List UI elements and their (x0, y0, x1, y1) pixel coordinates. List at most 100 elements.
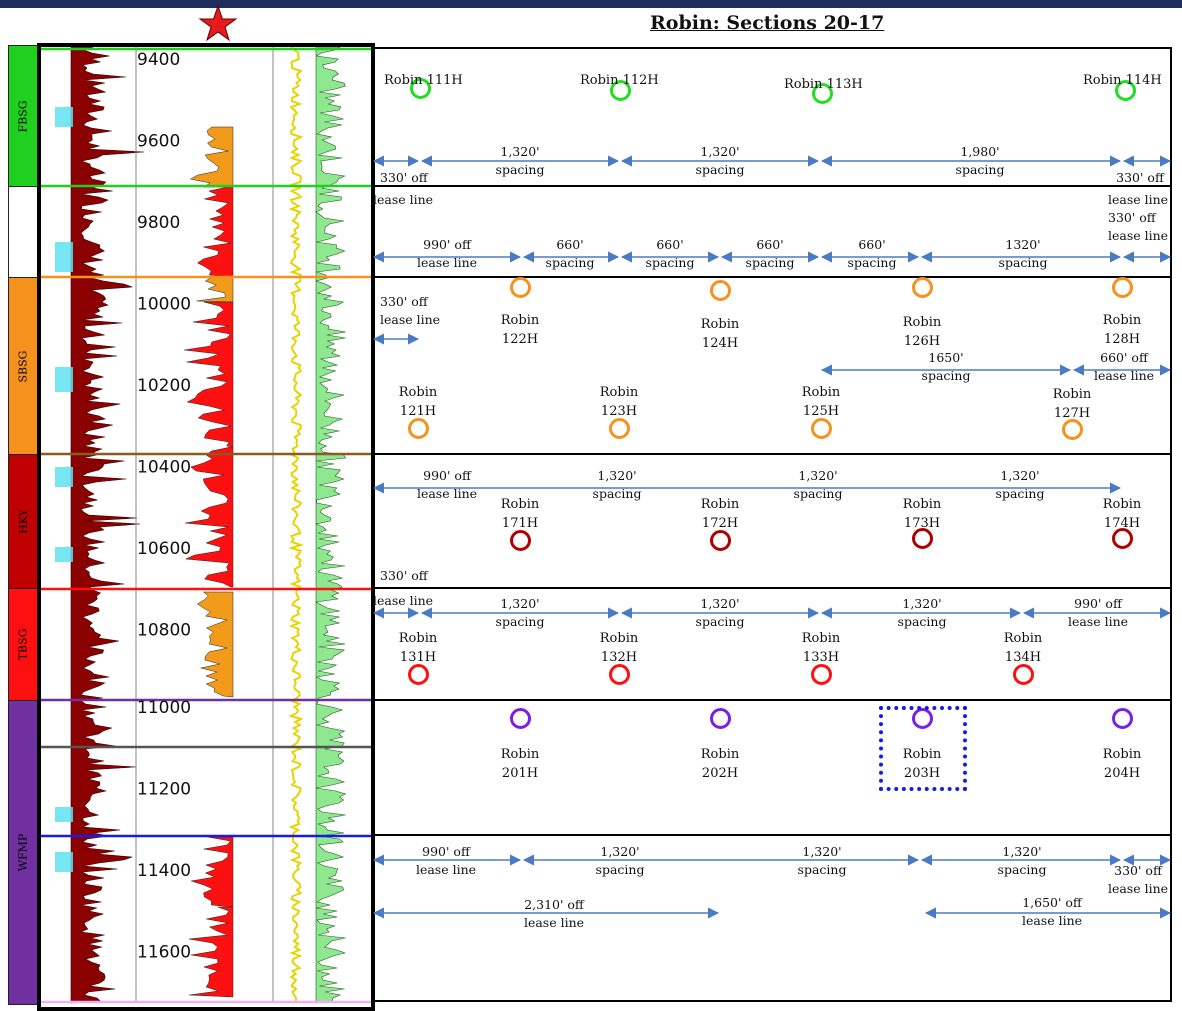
well-label: Robin 131H (398, 631, 438, 665)
spacing-annotation: 660' spacing (545, 237, 595, 271)
spacing-annotation: 1,320' spacing (495, 596, 545, 630)
zone-band-fbsg: FBSG (8, 45, 38, 187)
well-label: Robin 124H (700, 317, 740, 351)
highlight-box (879, 706, 967, 791)
section-divider (372, 185, 1172, 187)
spacing-annotation: 1320' spacing (998, 237, 1048, 271)
spacing-annotation: 990' off lease line (1067, 596, 1129, 630)
well-marker (1112, 528, 1133, 549)
depth-tick-label: 11200 (137, 779, 191, 799)
depth-tick-label: 11400 (137, 861, 191, 881)
header-bar (0, 0, 1182, 8)
well-marker (408, 418, 429, 439)
section-divider (372, 276, 1172, 278)
well-label: Robin 202H (700, 747, 740, 781)
well-marker (1062, 419, 1083, 440)
depth-tick-label: 9400 (137, 50, 180, 70)
well-label: Robin 134H (1003, 631, 1043, 665)
well-label: Robin 126H (902, 315, 942, 349)
well-label: Robin 112H (580, 73, 659, 88)
spacing-annotation: 990' off lease line (416, 237, 478, 271)
depth-tick-label: 11000 (137, 698, 191, 718)
well-label: Robin 174H (1102, 497, 1142, 531)
well-marker (811, 418, 832, 439)
well-marker (609, 664, 630, 685)
depth-tick-label: 11600 (137, 942, 191, 962)
well-log-panel: 9400 9600 9800 10000 10200 10400 10600 10800 110… (37, 43, 375, 1011)
spacing-annotation: 330' off lease line (380, 294, 441, 328)
spacing-annotation: 1,980' spacing (955, 144, 1005, 178)
well-marker (1013, 664, 1034, 685)
well-log-curves: 9400 9600 9800 10000 10200 10400 10600 10800 110… (41, 47, 371, 1004)
well-marker (510, 277, 531, 298)
spacing-annotation: 1,320' spacing (997, 844, 1047, 878)
spacing-annotation: 1,320' spacing (995, 468, 1045, 502)
well-label: Robin 125H (801, 385, 841, 419)
spacing-annotation: 660' off lease line (1093, 350, 1155, 384)
depth-tick-label: 10000 (137, 294, 191, 314)
spacing-annotation: 330' off (1116, 170, 1164, 185)
zone-band-sbsg: SBSG (8, 277, 38, 455)
spacing-annotation: lease line (373, 192, 434, 207)
well-marker (609, 418, 630, 439)
spacing-annotation: 990' off lease line (415, 844, 477, 878)
well-label: Robin 121H (398, 385, 438, 419)
spacing-annotation: lease line (373, 593, 434, 608)
well-marker (410, 78, 431, 99)
spacing-annotation: 990' off lease line (416, 468, 478, 502)
well-marker (1115, 80, 1136, 101)
well-label: Robin 133H (801, 631, 841, 665)
well-label: Robin 173H (902, 497, 942, 531)
well-marker (710, 530, 731, 551)
zone-band-tbsg: TBSG (8, 588, 38, 701)
well-marker (912, 277, 933, 298)
spacing-annotation: 330' off (380, 568, 428, 583)
well-label: Robin 127H (1052, 387, 1092, 421)
well-marker (1112, 708, 1133, 729)
spacing-annotation: 1,320' spacing (595, 844, 645, 878)
diagram-title: Robin: Sections 20-17 (650, 12, 885, 34)
well-marker (811, 664, 832, 685)
well-marker (710, 280, 731, 301)
well-label: Robin 122H (500, 313, 540, 347)
well-marker (408, 664, 429, 685)
zone-band-unlabeled (8, 186, 38, 278)
spacing-annotation: 1,320' spacing (592, 468, 642, 502)
well-label: Robin 201H (500, 747, 540, 781)
well-marker (912, 528, 933, 549)
well-marker (510, 530, 531, 551)
well-spacing-panel (372, 47, 1172, 1002)
spacing-annotation: 1,320' spacing (695, 596, 745, 630)
spacing-annotation: 330' off lease line (1107, 863, 1169, 897)
well-label: Robin 123H (599, 385, 639, 419)
well-marker (510, 708, 531, 729)
spacing-annotation: 1,320' spacing (897, 596, 947, 630)
well-marker (1112, 277, 1133, 298)
section-divider (372, 834, 1172, 836)
well-label: Robin 132H (599, 631, 639, 665)
spacing-annotation: 660' spacing (745, 237, 795, 271)
depth-tick-label: 9600 (137, 131, 180, 151)
spacing-annotation: lease line 330' off lease line (1108, 192, 1169, 244)
well-label: Robin 171H (500, 497, 540, 531)
well-marker (610, 80, 631, 101)
section-divider (372, 699, 1172, 701)
well-label: Robin 111H (384, 73, 463, 88)
well-label: Robin 203H (902, 747, 942, 781)
depth-tick-label: 9800 (137, 213, 180, 233)
spacing-annotation: 1,320' spacing (793, 468, 843, 502)
well-marker (812, 83, 833, 104)
depth-tick-label: 10200 (137, 376, 191, 396)
zone-band-hky: HKY (8, 454, 38, 589)
depth-tick-label: 10800 (137, 620, 191, 640)
spacing-annotation: 1,320' spacing (797, 844, 847, 878)
spacing-annotation: 1,650' off lease line (1021, 895, 1083, 929)
depth-tick-label: 10600 (137, 539, 191, 559)
section-divider (372, 587, 1172, 589)
well-label: Robin 113H (784, 77, 863, 92)
well-label: Robin 128H (1102, 313, 1142, 347)
well-label: Robin 114H (1083, 73, 1162, 88)
spacing-annotation: 2,310' off lease line (523, 897, 585, 931)
spacing-annotation: 660' spacing (645, 237, 695, 271)
section-divider (372, 453, 1172, 455)
